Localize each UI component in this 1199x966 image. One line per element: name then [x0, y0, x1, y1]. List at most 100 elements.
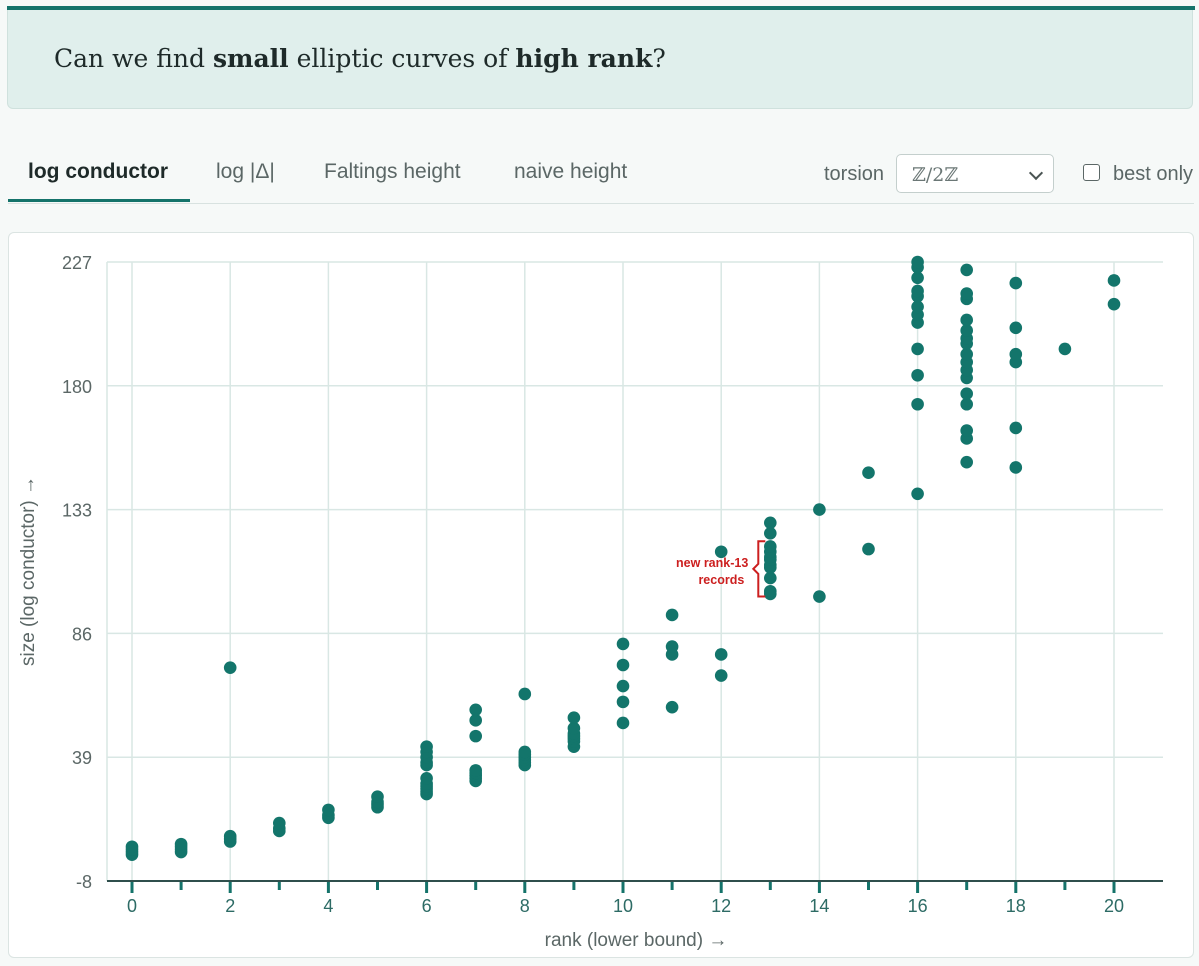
data-point — [469, 714, 483, 727]
y-tick-label: -8 — [76, 872, 92, 892]
metric-tabs: log conductor log |Δ| Faltings height na… — [8, 146, 1194, 204]
data-point — [665, 640, 679, 653]
question-banner: Can we find small elliptic curves of hig… — [7, 10, 1193, 109]
y-tick-label: 227 — [62, 253, 92, 273]
data-point — [616, 658, 630, 672]
data-point — [616, 637, 630, 651]
tab-naive-height[interactable]: naive height — [514, 160, 628, 183]
data-point — [469, 729, 483, 743]
data-point — [911, 271, 924, 285]
x-tick-label: 18 — [1006, 896, 1026, 916]
data-point — [616, 716, 630, 730]
annotation-text-line1: new rank-13 — [676, 556, 748, 570]
best-only-label[interactable]: best only — [1113, 163, 1194, 185]
y-tick-label: 180 — [62, 377, 92, 397]
annotation-text-line2: records — [698, 573, 744, 587]
x-tick-label: 10 — [613, 896, 633, 916]
tab-faltings-height[interactable]: Faltings height — [324, 160, 461, 183]
x-tick-label: 6 — [422, 896, 432, 916]
data-point — [911, 397, 924, 411]
x-tick-label: 14 — [809, 896, 829, 916]
tab-log-conductor[interactable]: log conductor — [28, 160, 168, 183]
data-point — [371, 790, 384, 804]
data-point — [911, 342, 924, 356]
torsion-label: torsion — [824, 163, 885, 185]
data-point — [911, 487, 924, 501]
tab-log-discriminant[interactable]: log |Δ| — [216, 160, 275, 183]
data-point — [911, 284, 924, 298]
data-point — [420, 740, 433, 753]
x-tick-label: 0 — [127, 896, 137, 916]
best-only-checkbox[interactable] — [1083, 164, 1100, 181]
data-point — [469, 703, 483, 717]
active-tab-underline — [8, 199, 190, 202]
data-point — [960, 424, 973, 437]
data-point — [960, 263, 973, 277]
data-point — [764, 527, 777, 540]
data-point — [764, 540, 777, 553]
data-point — [960, 455, 973, 469]
y-axis-label: size (log conductor) → — [18, 476, 39, 666]
torsion-select[interactable]: ℤ/2ℤ — [896, 154, 1054, 193]
data-point — [911, 255, 924, 269]
y-tick-label: 133 — [62, 501, 92, 521]
x-tick-label: 4 — [323, 896, 333, 916]
data-point — [322, 803, 335, 817]
y-tick-label: 86 — [72, 624, 92, 644]
data-point — [567, 721, 581, 735]
data-point — [813, 503, 826, 516]
data-point — [1009, 347, 1023, 361]
y-tick-label: 39 — [72, 748, 92, 768]
data-point — [1009, 461, 1023, 474]
data-point — [616, 679, 630, 693]
data-point — [1058, 342, 1072, 356]
data-point — [960, 287, 973, 300]
data-point — [960, 387, 973, 401]
x-tick-label: 2 — [225, 896, 235, 916]
data-point — [567, 711, 581, 724]
top-accent-bar — [7, 6, 1195, 10]
data-point — [714, 669, 728, 682]
data-point — [862, 542, 875, 556]
data-point — [960, 324, 973, 337]
x-tick-label: 20 — [1104, 896, 1124, 916]
data-point — [174, 837, 188, 851]
torsion-selected-value: ℤ/2ℤ — [912, 164, 959, 186]
data-point — [1009, 321, 1023, 335]
data-point — [960, 347, 973, 361]
x-tick-label: 16 — [908, 896, 928, 916]
annotation-bracket — [751, 540, 766, 598]
data-point — [813, 590, 826, 603]
data-point — [862, 466, 875, 480]
data-point — [960, 397, 973, 411]
data-point — [1107, 274, 1121, 287]
data-point — [764, 571, 777, 585]
data-point — [518, 687, 532, 701]
data-point — [518, 745, 532, 759]
data-point — [714, 545, 728, 559]
data-point — [665, 608, 679, 622]
data-point — [273, 816, 286, 830]
x-tick-label: 12 — [711, 896, 731, 916]
data-point — [616, 695, 630, 709]
data-point — [469, 764, 483, 777]
data-point — [420, 771, 433, 785]
data-point — [911, 368, 924, 382]
chart-panel — [8, 232, 1194, 958]
data-point — [1009, 421, 1023, 435]
data-point — [764, 584, 777, 598]
data-point — [125, 840, 139, 854]
question-text: Can we find small elliptic curves of hig… — [54, 44, 666, 73]
data-point — [223, 661, 237, 674]
data-point — [1107, 297, 1121, 311]
data-point — [960, 313, 973, 327]
data-point — [764, 516, 777, 530]
x-tick-label: 8 — [520, 896, 530, 916]
x-axis-label: rank (lower bound) → — [545, 930, 728, 951]
data-point — [665, 700, 679, 714]
data-point — [911, 300, 924, 314]
data-point — [223, 829, 237, 843]
data-point — [1009, 276, 1023, 290]
data-point — [714, 648, 728, 661]
